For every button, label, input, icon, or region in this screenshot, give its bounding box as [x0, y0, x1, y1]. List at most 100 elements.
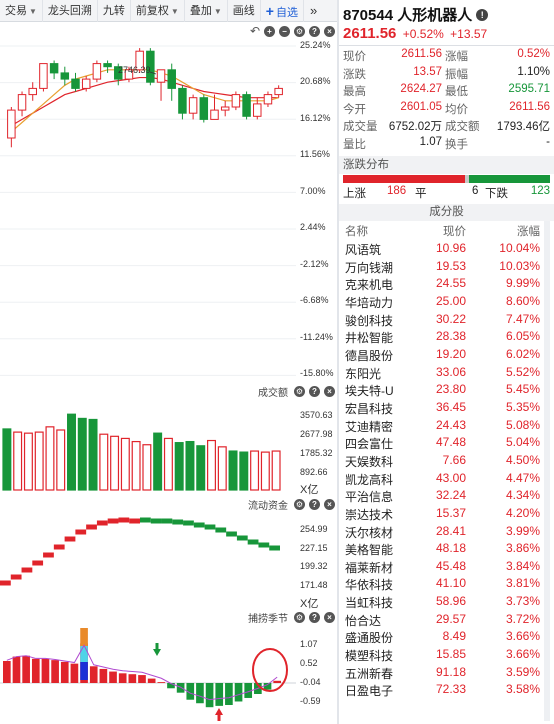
- table-row[interactable]: 沃尔核材 28.41 3.99%: [339, 523, 554, 541]
- table-row[interactable]: 井松智能 28.38 6.05%: [339, 328, 554, 346]
- candle: [263, 94, 273, 105]
- settings-icon[interactable]: ⚙: [294, 498, 305, 510]
- close-icon[interactable]: ×: [324, 498, 335, 510]
- candle: [28, 87, 37, 96]
- plus-icon: +: [265, 2, 274, 19]
- volume-bar: [207, 439, 216, 491]
- settings-icon[interactable]: ⚙: [294, 385, 305, 397]
- stock-change: 5.35%: [505, 399, 540, 414]
- table-row[interactable]: 四会富仕 47.48 5.04%: [339, 434, 554, 452]
- stock-price: 15.85: [435, 647, 466, 662]
- col-change[interactable]: 涨幅: [517, 226, 540, 238]
- stock-price: 7.66: [442, 452, 466, 467]
- catch-season-chart[interactable]: [0, 625, 300, 724]
- table-row[interactable]: 东阳光 33.06 5.52%: [339, 364, 554, 382]
- table-row[interactable]: 天娱数科 7.66 4.50%: [339, 452, 554, 470]
- close-icon[interactable]: ×: [324, 385, 335, 397]
- index-title: 870544 人形机器人!: [343, 4, 489, 25]
- settings-icon[interactable]: ⚙: [294, 611, 305, 623]
- draw-line-button[interactable]: 画线: [228, 0, 261, 22]
- stock-price: 8.49: [442, 629, 466, 644]
- help-icon[interactable]: ?: [309, 25, 320, 37]
- stock-change: 4.47%: [505, 470, 540, 485]
- close-icon[interactable]: ×: [324, 611, 335, 623]
- table-row[interactable]: 埃夫特-U 23.80 5.45%: [339, 381, 554, 399]
- table-row[interactable]: 华培动力 25.00 8.60%: [339, 293, 554, 311]
- change-percent: +0.52%: [402, 27, 444, 41]
- stock-name: 华依科技: [345, 578, 394, 593]
- flow-segment: [247, 539, 259, 545]
- table-row[interactable]: 凯龙高科 43.00 4.47%: [339, 470, 554, 488]
- candle: [92, 63, 102, 80]
- help-icon[interactable]: ?: [309, 611, 320, 623]
- table-row[interactable]: 万向钱潮 19.53 10.03%: [339, 258, 554, 276]
- candle: [103, 63, 112, 68]
- chart-toolbar: 交易 ▼ 龙头回溯 九转 前复权 ▼ 叠加 ▼ 画线 + 自选 »: [0, 0, 337, 22]
- table-row[interactable]: 日盈电子 72.33 3.58%: [339, 681, 554, 699]
- stock-name: 艾迪精密: [345, 419, 394, 434]
- close-icon[interactable]: ×: [324, 25, 335, 37]
- up-segment: [343, 175, 466, 183]
- table-row[interactable]: 克来机电 24.55 9.99%: [339, 275, 554, 293]
- help-icon[interactable]: ?: [309, 385, 320, 397]
- catch-bar: [147, 678, 156, 683]
- scrollbar[interactable]: [544, 221, 550, 721]
- dragon-replay-button[interactable]: 龙头回溯: [43, 0, 98, 22]
- flow-segment: [129, 518, 140, 524]
- axis-label: 7.00%: [300, 185, 326, 196]
- candle: [231, 94, 241, 108]
- flat-segment: [465, 175, 470, 183]
- zoom-in-icon[interactable]: +: [264, 25, 275, 37]
- volume-chart[interactable]: [0, 400, 300, 495]
- table-row[interactable]: 平治信息 32.24 4.34%: [339, 487, 554, 505]
- flow-segment: [21, 567, 33, 573]
- table-row[interactable]: 华依科技 41.10 3.81%: [339, 575, 554, 593]
- table-row[interactable]: 美格智能 48.18 3.86%: [339, 540, 554, 558]
- adjust-menu[interactable]: 前复权 ▼: [131, 0, 185, 22]
- nine-turn-button[interactable]: 九转: [98, 0, 131, 22]
- undo-icon[interactable]: ↶: [249, 24, 260, 38]
- col-name[interactable]: 名称: [345, 226, 368, 238]
- table-row[interactable]: 崇达技术 15.37 4.20%: [339, 505, 554, 523]
- table-row[interactable]: 当虹科技 58.96 3.73%: [339, 593, 554, 611]
- table-row[interactable]: 五洲新春 91.18 3.59%: [339, 664, 554, 682]
- flow-chart[interactable]: [0, 513, 300, 603]
- quote-label: 成交量: [343, 121, 378, 133]
- trade-menu[interactable]: 交易 ▼: [0, 0, 43, 22]
- table-row[interactable]: 风语筑 10.96 10.04%: [339, 240, 554, 258]
- panel-divider[interactable]: [337, 0, 339, 724]
- zoom-out-icon[interactable]: −: [279, 25, 290, 37]
- info-icon[interactable]: !: [476, 9, 489, 21]
- axis-label: -11.24%: [300, 331, 333, 342]
- axis-label: 2.44%: [300, 222, 326, 233]
- table-row[interactable]: 福莱新材 45.48 3.84%: [339, 558, 554, 576]
- more-button[interactable]: »: [304, 0, 323, 22]
- chevron-down-icon: ▼: [29, 6, 37, 16]
- help-icon[interactable]: ?: [309, 498, 320, 510]
- table-row[interactable]: 盛通股份 8.49 3.66%: [339, 628, 554, 646]
- catch-bar: [186, 683, 195, 700]
- axis-label: 171.48: [300, 580, 328, 590]
- price-chart[interactable]: [0, 38, 300, 378]
- overlay-menu[interactable]: 叠加 ▼: [185, 0, 228, 22]
- candle: [71, 78, 80, 89]
- catch-bar: [167, 683, 175, 689]
- col-price[interactable]: 现价: [443, 226, 466, 238]
- flow-segment: [172, 519, 184, 525]
- table-row[interactable]: 骏创科技 30.22 7.47%: [339, 311, 554, 329]
- flow-segment: [236, 535, 248, 541]
- add-watchlist-button[interactable]: + 自选: [261, 0, 304, 22]
- axis-label: 254.99: [300, 524, 328, 534]
- table-row[interactable]: 模塑科技 15.85 3.66%: [339, 646, 554, 664]
- axis-label: 227.15: [300, 542, 328, 553]
- quote-label: 涨跌: [343, 68, 366, 81]
- table-row[interactable]: 怡合达 29.57 3.72%: [339, 611, 554, 629]
- stock-name: 日盈电子: [345, 684, 394, 699]
- settings-icon[interactable]: ⚙: [294, 25, 305, 37]
- quote-value: 1.07: [419, 135, 442, 148]
- flow-segment: [32, 560, 44, 566]
- table-row[interactable]: 艾迪精密 24.43 5.08%: [339, 417, 554, 435]
- candle: [199, 97, 209, 120]
- table-row[interactable]: 宏昌科技 36.45 5.35%: [339, 399, 554, 417]
- table-row[interactable]: 德昌股份 19.20 6.02%: [339, 346, 554, 364]
